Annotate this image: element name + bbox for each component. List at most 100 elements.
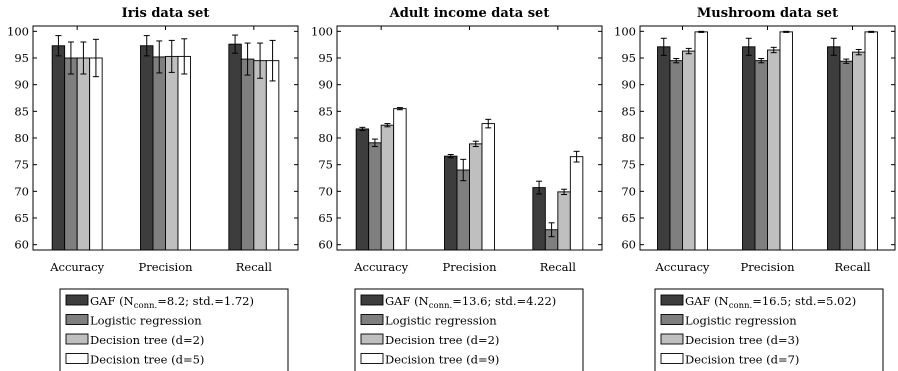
bar	[76, 57, 91, 251]
x-tick-label: Accuracy	[353, 260, 408, 274]
y-tick-label: 95	[621, 51, 636, 65]
y-tick-label: 80	[621, 131, 636, 145]
bar	[265, 60, 280, 251]
bar	[355, 128, 370, 251]
y-tick-label: 75	[14, 158, 29, 172]
y-tick-label: 70	[621, 184, 636, 198]
legend-label: Decision tree (d=7)	[685, 353, 799, 367]
legend-label: Decision tree (d=9)	[385, 353, 499, 367]
legend-swatch	[660, 353, 684, 364]
legend-label: Decision tree (d=5)	[90, 353, 204, 367]
x-tick-label: Accuracy	[49, 260, 104, 274]
bar	[754, 60, 768, 251]
bar	[444, 155, 458, 251]
bar	[742, 46, 756, 251]
legend-swatch	[360, 333, 384, 345]
y-tick-label: 60	[621, 238, 636, 252]
bar	[89, 57, 103, 251]
legend-label: Decision tree (d=2)	[90, 333, 204, 347]
legend-swatch	[65, 294, 89, 306]
panel-title: Iris data set	[122, 6, 210, 21]
y-tick-label: 90	[318, 78, 333, 92]
y-tick-label: 70	[318, 184, 333, 198]
y-tick-label: 90	[621, 78, 636, 92]
bar	[694, 31, 708, 251]
bar	[852, 51, 866, 251]
bar	[532, 187, 546, 251]
bar	[682, 50, 696, 251]
panel-adult-income: Adult income data set 60 65 70 75 80 85 90 95 10…	[311, 6, 603, 371]
x-tick-label: Recall	[540, 260, 576, 274]
bar	[456, 169, 470, 251]
bar	[228, 43, 242, 251]
legend-swatch	[660, 294, 684, 306]
legend-label: Logistic regression	[685, 314, 797, 328]
bar	[368, 142, 382, 251]
panel-title: Mushroom data set	[697, 6, 838, 21]
bar	[827, 46, 841, 251]
legend-swatch	[65, 353, 89, 364]
bar	[839, 60, 853, 251]
legend-label: GAF (Nconn.=8.2; std.=1.72)	[90, 294, 254, 311]
x-tick-label: Precision	[442, 260, 497, 274]
x-tick-label: Recall	[236, 260, 272, 274]
bar	[140, 45, 154, 251]
x-tick-label: Precision	[138, 260, 193, 274]
x-tick-label: Precision	[740, 260, 795, 274]
y-tick-label: 85	[318, 104, 333, 118]
panel-mushroom: Mushroom data set 60 65 70 75 80 85 90 95 100 Acc…	[614, 6, 896, 371]
y-tick-label: 65	[318, 211, 333, 225]
legend-box	[354, 288, 584, 371]
y-tick-label: 85	[621, 104, 636, 118]
legend-swatch	[360, 353, 384, 364]
panel-iris: Iris data set 60 65 70 75 80 85 90 95 100 Accurac…	[7, 6, 299, 371]
bar	[253, 60, 267, 251]
bar	[177, 55, 191, 251]
y-tick-label: 100	[311, 24, 333, 38]
y-tick-label: 70	[14, 184, 29, 198]
legend-swatch	[660, 314, 684, 325]
bar	[64, 57, 78, 251]
x-tick-label: Recall	[834, 260, 870, 274]
bar	[767, 49, 781, 251]
legend-swatch	[360, 314, 384, 325]
y-tick-label: 100	[7, 24, 29, 38]
legend-label: Logistic regression	[90, 314, 202, 328]
legend-swatch	[65, 333, 89, 345]
bar	[165, 55, 179, 251]
y-tick-label: 60	[14, 238, 29, 252]
y-tick-label: 60	[318, 238, 333, 252]
bar	[51, 45, 66, 251]
bar	[481, 123, 495, 251]
bar	[557, 191, 571, 251]
legend-swatch	[360, 294, 384, 306]
bar	[380, 124, 395, 251]
bar	[779, 31, 793, 251]
legend-label: GAF (Nconn.=13.6; std.=4.22)	[385, 294, 556, 311]
y-tick-label: 80	[14, 131, 29, 145]
bar	[393, 108, 407, 251]
legend-label: Logistic regression	[385, 314, 497, 328]
y-tick-label: 95	[318, 51, 333, 65]
bar	[657, 46, 671, 251]
legend-swatch	[660, 333, 684, 345]
panel-title: Adult income data set	[389, 6, 550, 21]
x-tick-label: Accuracy	[655, 260, 710, 274]
y-tick-label: 80	[318, 131, 333, 145]
y-tick-label: 100	[614, 24, 636, 38]
legend-swatch	[65, 314, 89, 325]
bar	[469, 143, 483, 251]
bar	[864, 31, 878, 251]
y-tick-label: 65	[14, 211, 29, 225]
bar	[152, 56, 166, 251]
bar	[569, 156, 584, 251]
legend-label: GAF (Nconn.=16.5; std.=5.02)	[685, 294, 856, 311]
y-tick-label: 85	[14, 104, 29, 118]
legend-box	[654, 288, 884, 371]
y-tick-label: 90	[14, 78, 29, 92]
y-tick-label: 65	[621, 211, 636, 225]
legend-label: Decision tree (d=2)	[385, 333, 499, 347]
y-tick-label: 95	[14, 51, 29, 65]
legend-box	[59, 288, 289, 371]
